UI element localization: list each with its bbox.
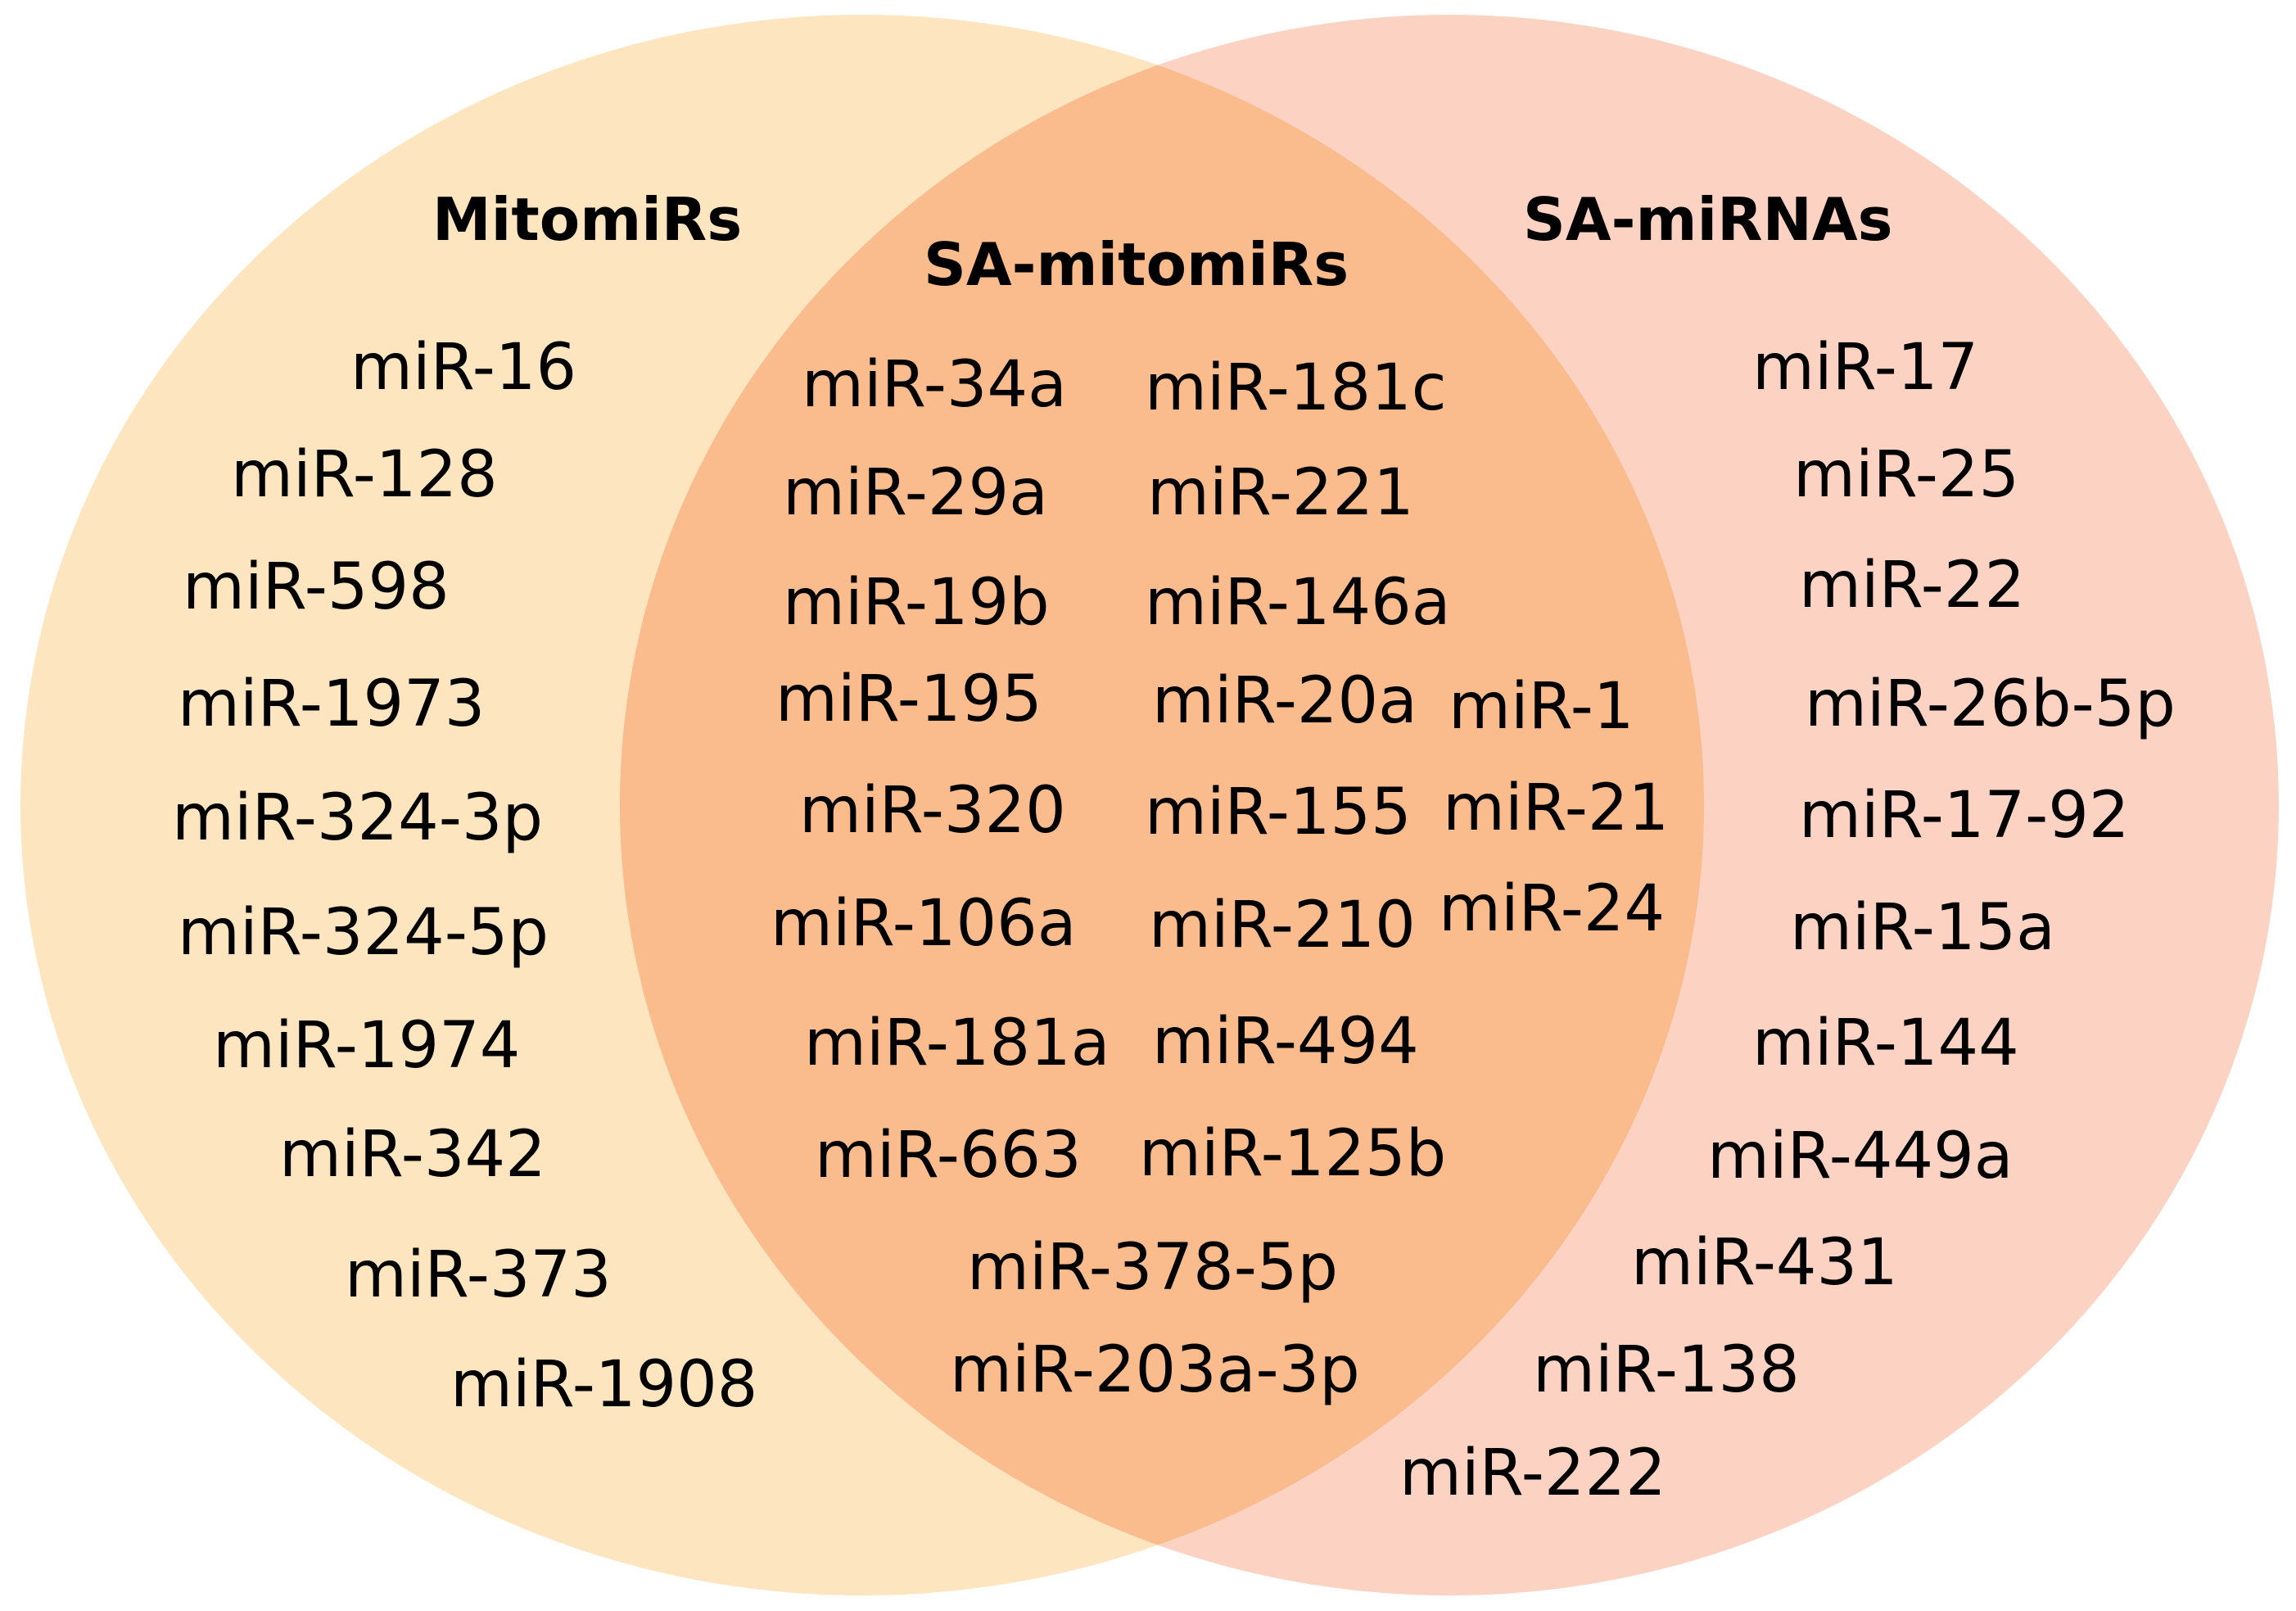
sa-mitomir-item: miR-19b	[783, 566, 1050, 640]
sa-mirna-item: miR-138	[1533, 1333, 1800, 1407]
mitomir-item: miR-324-5p	[178, 896, 549, 970]
mitomir-item: miR-324-3p	[172, 781, 543, 855]
sa-mitomir-item: miR-1	[1449, 670, 1634, 744]
sa-mitomir-item: miR-24	[1439, 872, 1666, 946]
sa-mitomir-item: miR-210	[1149, 889, 1416, 962]
mitomir-item: miR-1974	[213, 1009, 521, 1083]
sa-mitomir-item: miR-21	[1443, 772, 1670, 845]
sa-mitomirs-overlap-region	[620, 15, 1704, 1595]
sa-mitomir-item: miR-146a	[1145, 566, 1451, 640]
sa-mitomir-item: miR-125b	[1139, 1117, 1447, 1191]
sa-mitomir-item: miR-203a-3p	[950, 1333, 1360, 1407]
sa-mitomir-item: miR-320	[799, 774, 1066, 848]
sa-mitomirs-title: SA-mitomiRs	[924, 230, 1349, 299]
mitomir-item: miR-342	[279, 1118, 546, 1192]
sa-mirna-item: miR-431	[1631, 1226, 1898, 1300]
sa-mirna-item: miR-17-92	[1799, 779, 2130, 853]
sa-mitomir-item: miR-106a	[771, 887, 1077, 961]
mitomir-item: miR-598	[183, 550, 450, 624]
sa-mitomir-item: miR-181a	[804, 1007, 1110, 1080]
sa-mirna-item: miR-26b-5p	[1805, 667, 2176, 741]
sa-mitomir-item: miR-34a	[802, 348, 1067, 422]
sa-mirna-item: miR-22	[1799, 549, 2026, 622]
mitomir-item: miR-1908	[450, 1348, 758, 1422]
sa-mirna-item: miR-144	[1752, 1007, 2019, 1080]
sa-mitomir-item: miR-378-5p	[967, 1231, 1338, 1305]
sa-mitomir-item: miR-221	[1147, 456, 1414, 530]
sa-mitomir-item: miR-181c	[1145, 351, 1447, 425]
sa-mirna-item: miR-449a	[1707, 1120, 2014, 1193]
mitomir-item: miR-16	[350, 331, 577, 405]
sa-mirnas-title: SA-miRNAs	[1523, 185, 1893, 254]
sa-mirna-item: miR-17	[1752, 331, 1979, 405]
mitomir-item: miR-373	[345, 1238, 612, 1312]
mitomir-item: miR-1973	[178, 667, 486, 741]
sa-mirna-item: miR-15a	[1790, 891, 2055, 965]
sa-mitomir-item: miR-29a	[783, 456, 1048, 530]
sa-mirna-item: miR-222	[1399, 1437, 1666, 1510]
mitomir-item: miR-128	[231, 438, 498, 512]
sa-mitomir-item: miR-195	[775, 663, 1042, 736]
sa-mitomir-item: miR-20a	[1152, 664, 1417, 738]
sa-mirna-item: miR-25	[1793, 438, 2020, 512]
sa-mitomir-item: miR-663	[815, 1119, 1082, 1192]
sa-mitomir-item: miR-155	[1145, 776, 1412, 849]
sa-mitomir-item: miR-494	[1152, 1005, 1419, 1079]
mitomirs-title: MitomiRs	[432, 185, 743, 254]
